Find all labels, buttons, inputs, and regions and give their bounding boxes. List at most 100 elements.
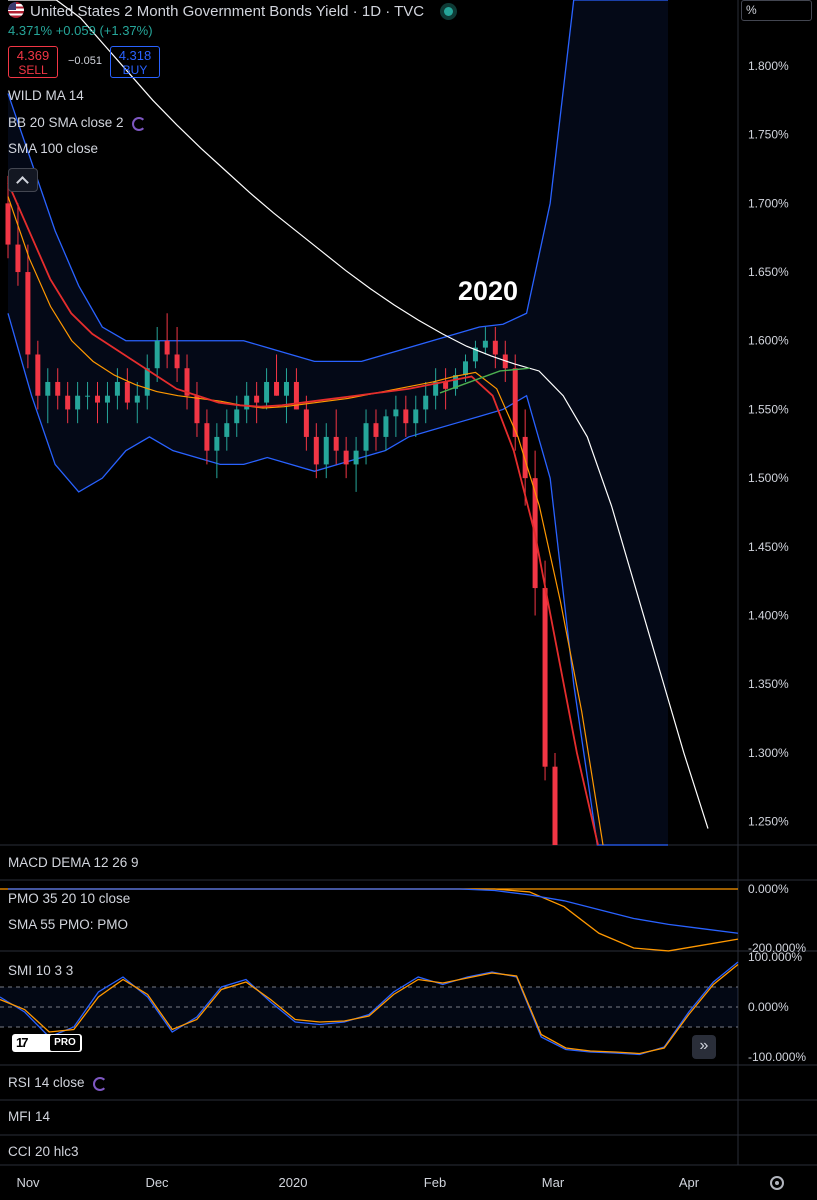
candle-body — [164, 340, 170, 355]
indicator-rsi[interactable]: RSI 14 close — [8, 1075, 107, 1091]
candle-body — [433, 381, 439, 396]
tv-logo-icon: 17 — [16, 1035, 29, 1050]
candle-body — [25, 272, 31, 355]
smi-tick-label: 100.000% — [748, 950, 802, 964]
candle-body — [154, 340, 160, 369]
buy-price: 4.318 — [118, 48, 152, 63]
smi-d-line — [0, 963, 739, 1055]
candle-body — [274, 381, 280, 396]
bb-lower-line — [7, 313, 668, 846]
candle-body — [383, 416, 389, 437]
smi-tick-label: 0.000% — [748, 1000, 789, 1014]
indicator-wild-ma[interactable]: WILD MA 14 — [8, 88, 84, 103]
market-open-icon — [444, 7, 454, 16]
indicator-mfi[interactable]: MFI 14 — [8, 1109, 51, 1124]
indicator-cci[interactable]: CCI 20 hlc3 — [8, 1144, 79, 1159]
price-tick-label: 1.750% — [748, 128, 789, 142]
candle-body — [264, 381, 270, 403]
indicator-bb[interactable]: BB 20 SMA close 2 — [8, 115, 146, 131]
smi-k-line — [0, 961, 739, 1056]
candle-body — [343, 450, 349, 465]
chart-title: United States 2 Month Government Bonds Y… — [8, 2, 454, 20]
indicator-pmo[interactable]: PMO 35 20 10 close — [8, 891, 131, 906]
wild-ma-line — [7, 182, 599, 846]
ema-line — [7, 196, 604, 846]
green-ma-line — [439, 367, 531, 394]
candle-body — [283, 381, 289, 396]
tradingview-logo: 17 PRO — [12, 1034, 82, 1052]
annotation-2020[interactable]: 2020 — [458, 276, 519, 306]
bb-fill — [8, 0, 668, 845]
candle-body — [492, 340, 498, 355]
spread-value: −0.051 — [68, 55, 102, 67]
candle-body — [393, 409, 399, 417]
candle-body — [552, 766, 558, 845]
candle-body — [85, 395, 91, 397]
pro-badge: PRO — [50, 1035, 80, 1051]
candle-body — [333, 436, 339, 451]
candle-body — [184, 368, 190, 396]
price-tick-label: 1.650% — [748, 265, 789, 279]
candle-body — [95, 395, 101, 403]
candle-body — [5, 203, 11, 245]
us-flag-icon — [8, 2, 24, 18]
price-change: 4.371% +0.059 (+1.37%) — [8, 23, 153, 38]
indicator-smi[interactable]: SMI 10 3 3 — [8, 963, 74, 978]
loading-icon — [131, 117, 146, 131]
candle-body — [104, 395, 110, 403]
indicator-sma[interactable]: SMA 100 close — [8, 141, 99, 156]
candle-body — [443, 381, 449, 389]
pmo-tick-label: 0.000% — [748, 882, 789, 896]
candle-body — [542, 588, 548, 767]
price-tick-label: 1.800% — [748, 59, 789, 73]
candle-body — [522, 436, 528, 479]
price-tick-label: 1.700% — [748, 196, 789, 210]
indicator-rsi-label: RSI 14 close — [8, 1075, 85, 1090]
candle-body — [134, 395, 140, 403]
candle-body — [234, 409, 240, 424]
candle-body — [204, 423, 210, 451]
candle-body — [114, 381, 120, 396]
loading-icon — [92, 1077, 107, 1091]
candle-body — [75, 395, 81, 410]
time-tick-label: Mar — [542, 1175, 565, 1190]
candle-body — [124, 381, 130, 403]
buy-label: BUY — [122, 63, 148, 77]
indicator-macd[interactable]: MACD DEMA 12 26 9 — [8, 855, 139, 870]
price-tick-label: 1.350% — [748, 677, 789, 691]
buy-button[interactable]: 4.318 BUY — [110, 46, 160, 78]
candle-body — [472, 347, 478, 362]
candle-body — [15, 244, 21, 273]
scroll-to-realtime-button[interactable]: » — [692, 1035, 716, 1059]
sma100-line — [8, 0, 709, 829]
candle-body — [313, 436, 319, 465]
candle-body — [194, 395, 200, 424]
sell-label: SELL — [18, 63, 48, 77]
candle-body — [254, 395, 260, 403]
scale-unit-selector[interactable]: % — [741, 0, 812, 21]
candle-body — [423, 395, 429, 410]
candle-body — [413, 409, 419, 424]
price-tick-label: 1.300% — [748, 746, 789, 760]
price-tick-label: 1.400% — [748, 609, 789, 623]
candle-body — [293, 381, 299, 410]
candle-body — [323, 436, 329, 465]
candle-body — [244, 395, 250, 410]
price-tick-label: 1.600% — [748, 334, 789, 348]
settings-gear-icon[interactable] — [770, 1176, 784, 1190]
candle-body — [482, 340, 488, 348]
indicator-pmo-sma[interactable]: SMA 55 PMO: PMO — [8, 917, 129, 932]
sell-button[interactable]: 4.369 SELL — [8, 46, 58, 78]
smi-tick-label: -100.000% — [748, 1050, 806, 1064]
candle-body — [55, 381, 61, 396]
collapse-legend-button[interactable] — [8, 168, 38, 192]
time-tick-label: Dec — [145, 1175, 169, 1190]
price-tick-label: 1.550% — [748, 402, 789, 416]
candle-body — [363, 423, 369, 451]
pmo-tick-label: -200.000% — [748, 941, 806, 955]
pmo-signal-line — [8, 888, 739, 934]
time-tick-label: Apr — [679, 1175, 700, 1190]
symbol-title[interactable]: United States 2 Month Government Bonds Y… — [30, 3, 425, 20]
candle-body — [224, 423, 230, 437]
